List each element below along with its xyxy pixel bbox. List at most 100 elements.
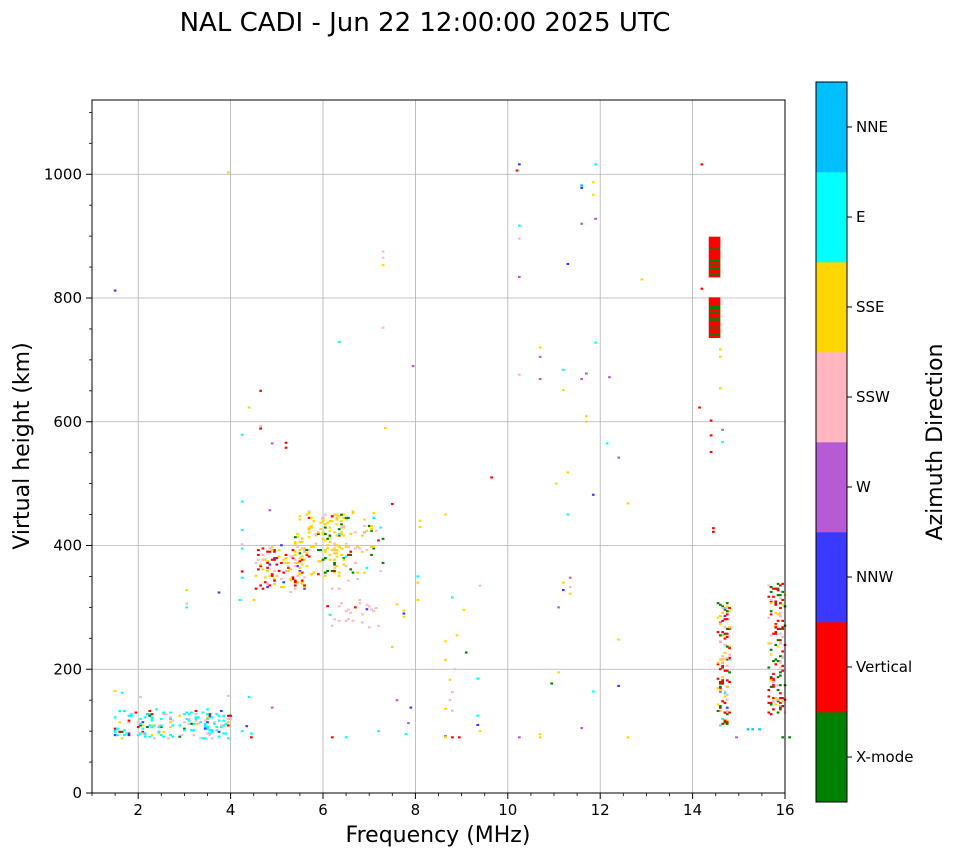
echo-point: [340, 520, 343, 523]
echo-point: [206, 725, 209, 729]
echo-point: [146, 713, 149, 716]
echo-point: [296, 545, 299, 548]
echo-point: [728, 645, 731, 648]
echo-point: [769, 590, 773, 593]
echo-point: [723, 722, 727, 725]
echo-point: [779, 671, 782, 674]
echo-point: [718, 640, 722, 643]
echo-point: [340, 526, 343, 529]
echo-point: [407, 722, 410, 725]
echo-point: [113, 730, 117, 733]
echo-point: [270, 573, 274, 576]
echo-point: [171, 724, 175, 727]
echo-point: [372, 610, 376, 613]
echo-point: [718, 668, 722, 671]
colorbar-label: NNE: [856, 118, 888, 136]
echo-point: [721, 655, 724, 658]
echo-point: [721, 428, 724, 431]
echo-point: [781, 626, 785, 629]
echo-point: [718, 658, 722, 661]
echo-point: [769, 703, 773, 706]
echo-point: [337, 587, 341, 590]
echo-point: [416, 575, 420, 578]
echo-point: [358, 547, 362, 550]
echo-point: [287, 569, 290, 573]
echo-point: [774, 697, 778, 700]
echo-point: [300, 558, 304, 561]
echo-point: [222, 732, 226, 735]
echo-point: [718, 690, 722, 693]
echo-bar-segment: [708, 243, 721, 246]
echo-bar-segment: [708, 264, 721, 267]
echo-point: [344, 736, 348, 739]
echo-point: [349, 532, 353, 536]
echo-point: [725, 602, 729, 605]
echo-point: [127, 719, 131, 722]
echo-point: [148, 724, 152, 727]
echo-point: [333, 566, 336, 569]
echo-point: [580, 726, 584, 730]
echo-point: [330, 569, 334, 573]
echo-point: [310, 573, 313, 576]
colorbar-frame: [815, 81, 848, 803]
echo-point: [444, 735, 447, 738]
echo-point: [769, 648, 773, 651]
echo-point: [220, 724, 223, 727]
echo-point: [275, 557, 279, 560]
echo-point: [476, 677, 480, 680]
echo-point: [360, 550, 364, 553]
echo-point: [203, 719, 207, 722]
echo-bar-segment: [708, 262, 721, 265]
echo-point: [518, 736, 521, 739]
echo-point: [728, 671, 731, 674]
colorbar-swatch: [816, 442, 847, 533]
echo-point: [210, 716, 214, 719]
echo-point: [159, 717, 163, 721]
echo-point: [141, 721, 145, 724]
echo-point: [728, 658, 731, 661]
echo-point: [134, 711, 138, 714]
echo-point: [779, 632, 782, 635]
echo-point: [208, 713, 212, 716]
echo-point: [340, 553, 343, 556]
echo-point: [261, 547, 265, 550]
echo-point: [208, 732, 212, 735]
echo-point: [333, 563, 336, 566]
echo-point: [356, 571, 359, 574]
echo-point: [340, 602, 343, 605]
echo-point: [769, 602, 773, 605]
echo-point: [141, 730, 145, 733]
echo-point: [240, 576, 244, 579]
echo-point: [298, 518, 302, 521]
echo-point: [337, 340, 341, 343]
echo-point: [187, 717, 191, 721]
echo-point: [769, 613, 773, 616]
echo-point: [150, 713, 154, 716]
echo-point: [718, 685, 722, 688]
echo-point: [774, 623, 778, 626]
echo-point: [187, 722, 191, 725]
echo-point: [781, 619, 785, 622]
echo-point: [259, 563, 262, 566]
echo-point: [298, 557, 302, 560]
echo-point: [781, 700, 785, 703]
echo-point: [411, 365, 415, 368]
echo-point: [769, 701, 773, 704]
echo-point: [617, 684, 621, 688]
echo-point: [774, 658, 778, 661]
echo-point: [323, 526, 327, 529]
echo-point: [476, 723, 480, 726]
echo-point: [141, 724, 145, 727]
echo-point: [287, 566, 290, 569]
echo-point: [372, 516, 376, 519]
echo-point: [728, 711, 731, 714]
echo-point: [280, 561, 283, 565]
echo-point: [282, 558, 286, 561]
plot-area: [92, 100, 785, 793]
echo-point: [580, 378, 584, 381]
echo-point: [164, 713, 168, 716]
echo-point: [217, 719, 221, 722]
echo-point: [270, 574, 274, 577]
echo-point: [183, 721, 186, 724]
echo-point: [767, 616, 771, 619]
